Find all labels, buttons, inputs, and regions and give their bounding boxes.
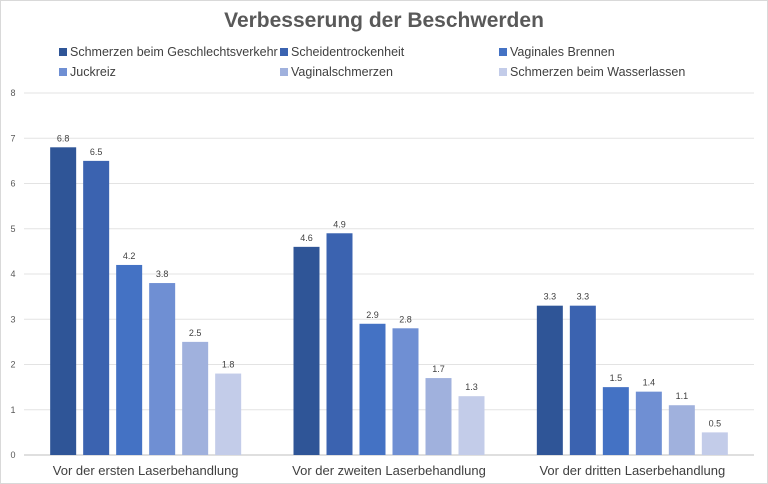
y-tick-label: 4 (10, 269, 15, 279)
data-label: 2.9 (366, 310, 379, 320)
bar (293, 246, 320, 455)
bar (116, 264, 143, 455)
bar (425, 378, 452, 455)
bar (83, 160, 110, 455)
data-label: 4.9 (333, 219, 346, 229)
y-tick-label: 1 (10, 405, 15, 415)
bar (668, 405, 695, 455)
legend-swatch (59, 48, 67, 56)
legend-item-scheidentrockenheit: Scheidentrockenheit (280, 44, 404, 60)
legend-item-vaginales-brennen: Vaginales Brennen (499, 44, 615, 60)
bar (701, 432, 728, 455)
legend-label: Schmerzen beim Geschlechtsverkehr (70, 45, 278, 59)
data-label: 0.5 (709, 418, 722, 428)
x-category-label: Vor der zweiten Laserbehandlung (292, 463, 486, 478)
data-label: 1.1 (676, 391, 689, 401)
bar (569, 305, 596, 455)
data-label: 1.3 (465, 382, 478, 392)
data-label: 1.4 (643, 378, 656, 388)
y-tick-label: 0 (10, 450, 15, 460)
data-label: 1.7 (432, 364, 445, 374)
data-label: 3.3 (577, 292, 590, 302)
data-label: 2.5 (189, 328, 202, 338)
y-tick-label: 6 (10, 179, 15, 189)
chart-title: Verbesserung der Beschwerden (224, 9, 544, 32)
bar (215, 373, 242, 455)
bar (458, 396, 485, 455)
y-tick-label: 2 (10, 360, 15, 370)
data-label: 1.5 (610, 373, 623, 383)
legend-item-schmerzen-geschlechtsverkehr: Schmerzen beim Geschlechtsverkehr (59, 44, 278, 60)
data-label: 4.2 (123, 251, 136, 261)
data-label: 6.8 (57, 133, 70, 143)
bar (635, 391, 662, 455)
bar (536, 305, 563, 455)
legend-label: Vaginales Brennen (510, 45, 615, 59)
legend-swatch (280, 68, 288, 76)
legend-swatch (499, 48, 507, 56)
legend-label: Schmerzen beim Wasserlassen (510, 65, 686, 79)
data-label: 6.5 (90, 147, 103, 157)
data-label: 3.3 (544, 292, 557, 302)
bar (50, 147, 77, 456)
bar (149, 283, 176, 455)
legend-item-vaginalschmerzen: Vaginalschmerzen (280, 64, 393, 80)
y-tick-label: 7 (10, 133, 15, 143)
y-tick-label: 8 (10, 88, 15, 98)
legend-label: Juckreiz (70, 65, 116, 79)
bar (602, 387, 629, 455)
legend-label: Vaginalschmerzen (291, 65, 393, 79)
data-label: 2.8 (399, 314, 412, 324)
bar (359, 323, 386, 455)
x-category-label: Vor der ersten Laserbehandlung (53, 463, 239, 478)
y-tick-label: 5 (10, 224, 15, 234)
bar (326, 233, 353, 455)
data-label: 1.8 (222, 360, 235, 370)
data-label: 3.8 (156, 269, 169, 279)
legend-label: Scheidentrockenheit (291, 45, 405, 59)
data-label: 4.6 (300, 233, 313, 243)
legend-item-schmerzen-wasserlassen: Schmerzen beim Wasserlassen (499, 64, 685, 80)
legend-item-juckreiz: Juckreiz (59, 64, 116, 80)
x-category-label: Vor der dritten Laserbehandlung (539, 463, 725, 478)
legend-swatch (499, 68, 507, 76)
legend-swatch (280, 48, 288, 56)
y-tick-label: 3 (10, 314, 15, 324)
bar (182, 341, 209, 455)
legend-swatch (59, 68, 67, 76)
bar (392, 328, 419, 455)
